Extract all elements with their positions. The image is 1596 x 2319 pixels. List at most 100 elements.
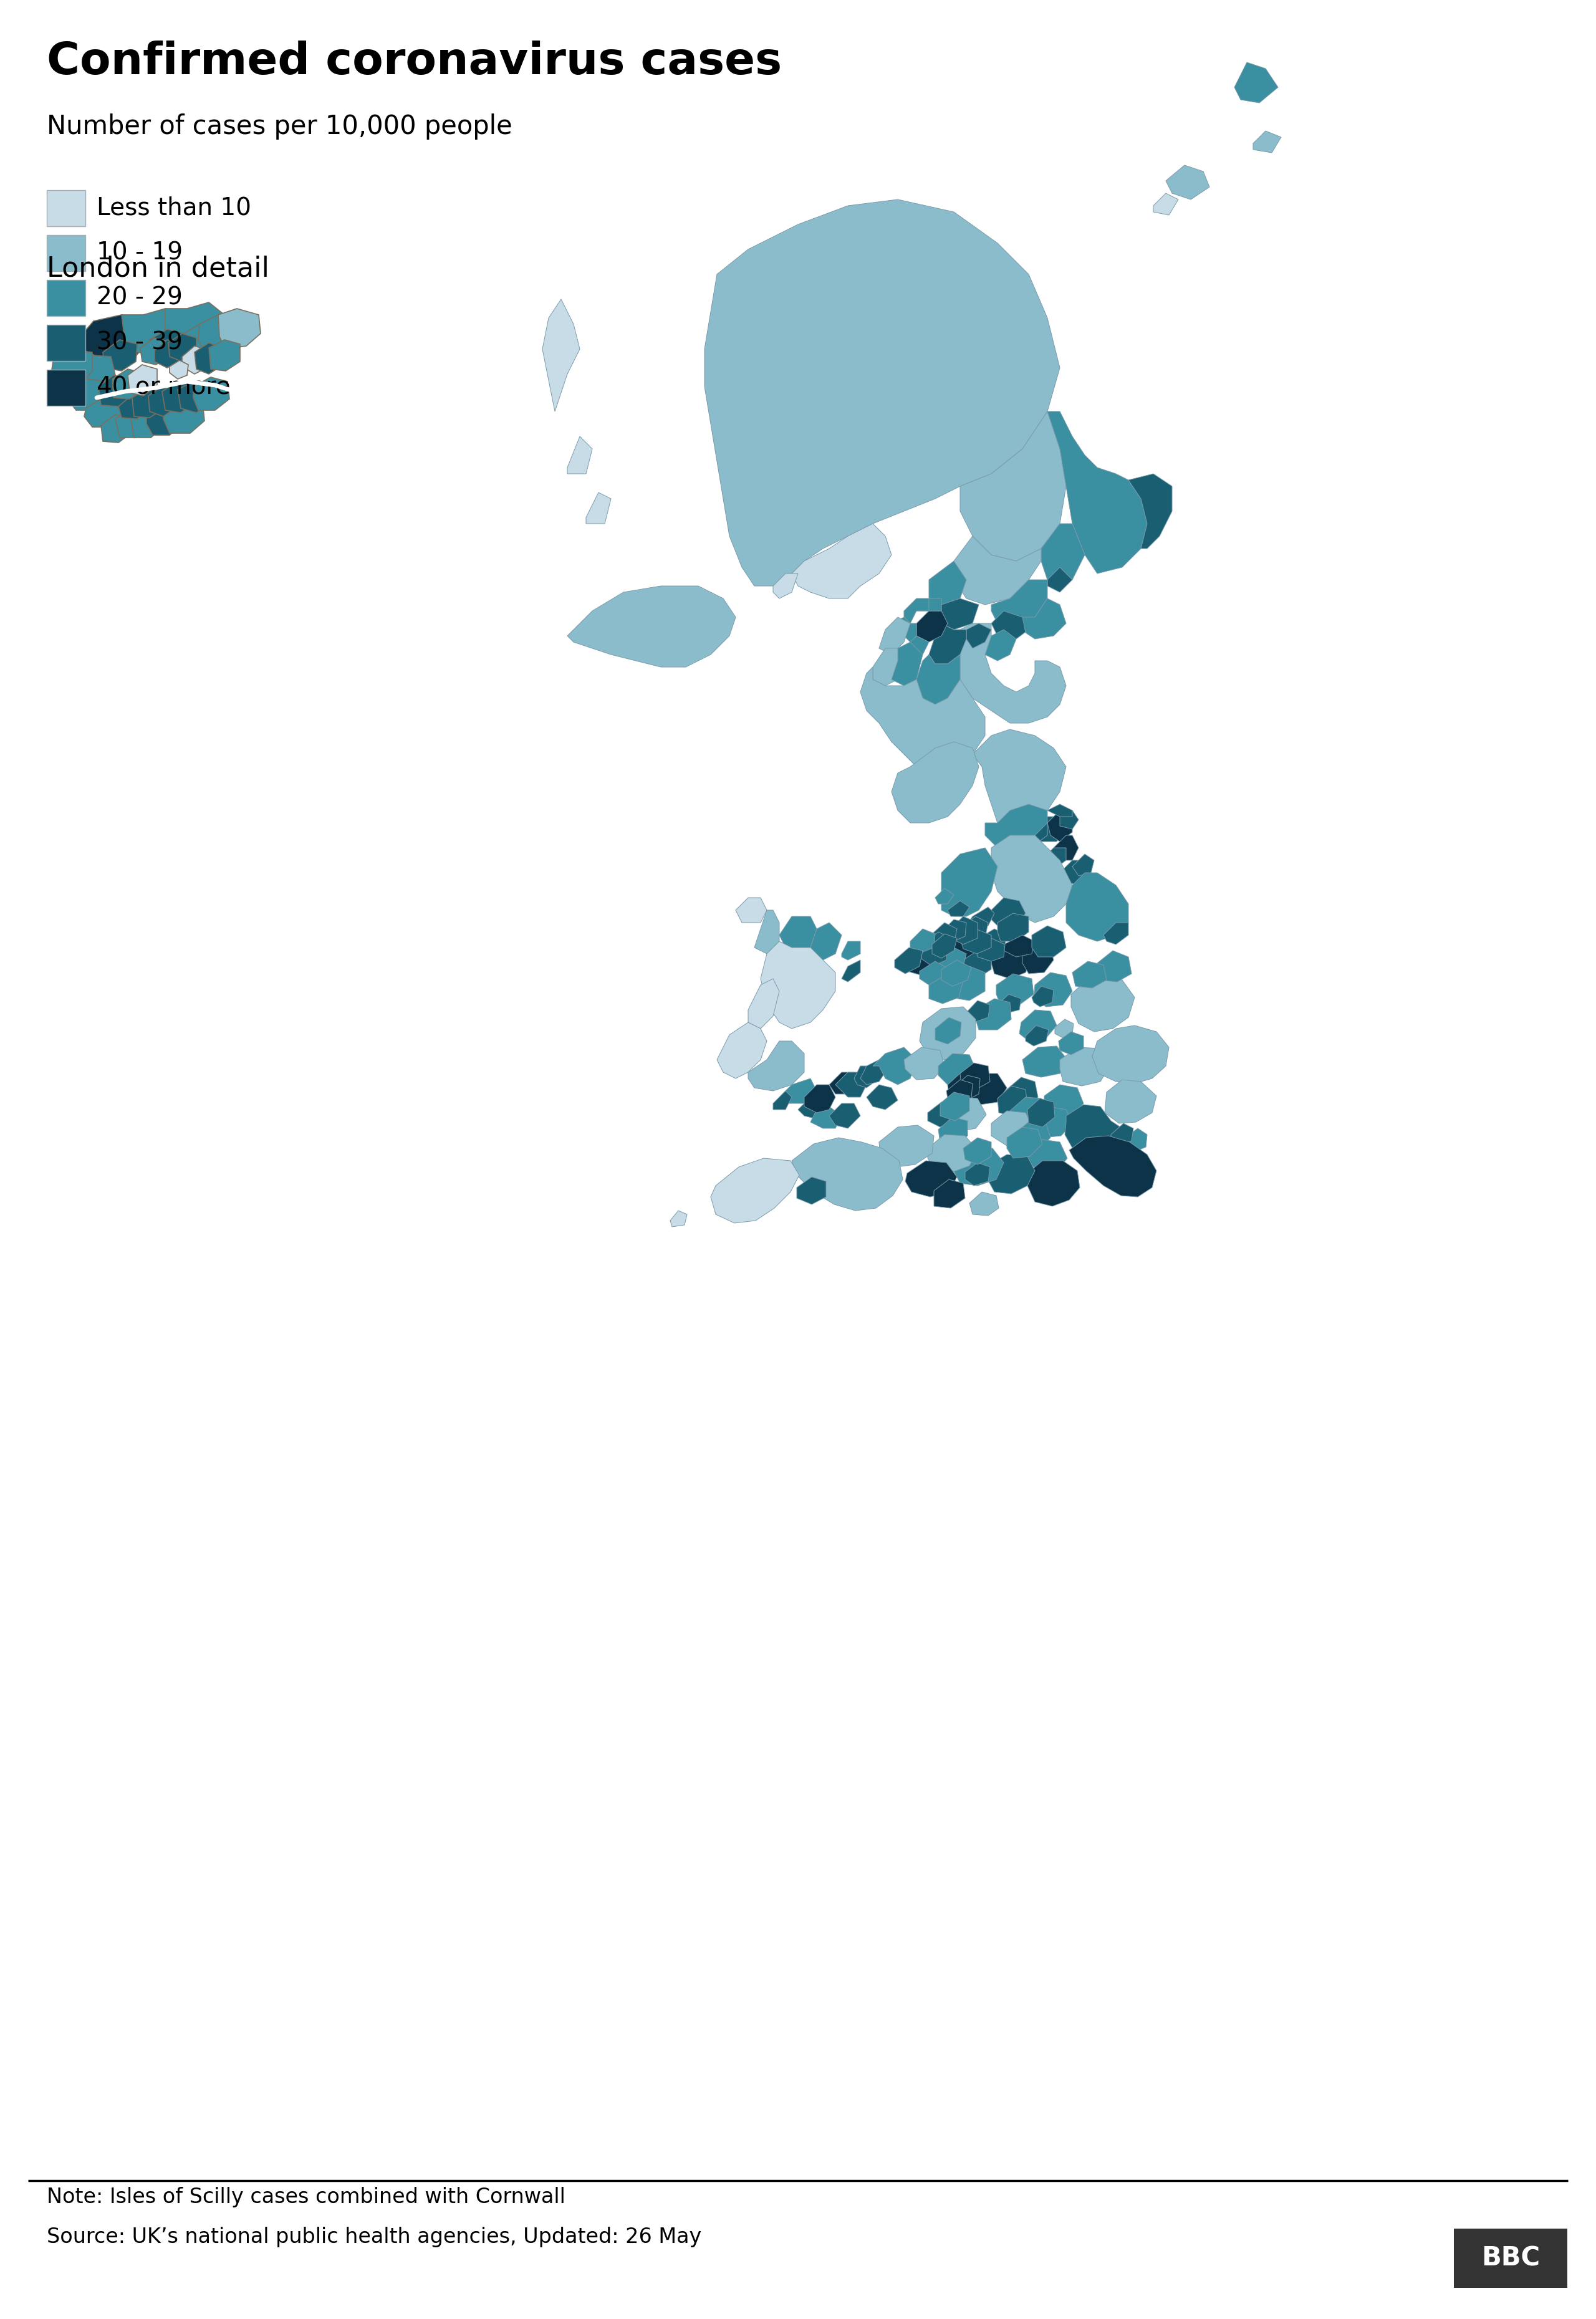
Polygon shape	[1007, 1127, 1042, 1157]
Text: Less than 10: Less than 10	[97, 197, 251, 220]
Polygon shape	[1023, 849, 1047, 870]
Polygon shape	[907, 948, 940, 976]
Polygon shape	[166, 301, 225, 348]
Polygon shape	[811, 1106, 841, 1129]
Polygon shape	[903, 624, 916, 642]
Polygon shape	[978, 930, 1007, 958]
Polygon shape	[929, 974, 964, 1004]
Polygon shape	[841, 960, 860, 981]
Polygon shape	[117, 392, 150, 420]
Text: Note: Isles of Scilly cases combined with Cornwall: Note: Isles of Scilly cases combined wit…	[46, 2187, 565, 2208]
Polygon shape	[1073, 853, 1095, 877]
Polygon shape	[996, 974, 1034, 1004]
Polygon shape	[935, 1018, 961, 1044]
Polygon shape	[1092, 1025, 1168, 1083]
Polygon shape	[921, 942, 948, 967]
Polygon shape	[67, 378, 107, 410]
Polygon shape	[961, 930, 991, 953]
Polygon shape	[991, 580, 1047, 624]
Polygon shape	[1044, 1085, 1084, 1120]
Polygon shape	[998, 1085, 1028, 1115]
Polygon shape	[131, 408, 163, 438]
Polygon shape	[948, 1071, 977, 1099]
Polygon shape	[798, 1097, 830, 1120]
Polygon shape	[951, 916, 977, 944]
Polygon shape	[198, 315, 236, 352]
Polygon shape	[101, 415, 131, 443]
Polygon shape	[929, 923, 958, 948]
Polygon shape	[966, 624, 991, 649]
Polygon shape	[854, 1067, 879, 1088]
Polygon shape	[1041, 524, 1085, 587]
Polygon shape	[916, 610, 948, 642]
Polygon shape	[860, 1060, 886, 1085]
Polygon shape	[749, 1041, 804, 1090]
Polygon shape	[929, 561, 966, 605]
Polygon shape	[916, 598, 942, 610]
Polygon shape	[163, 383, 195, 413]
Polygon shape	[1010, 1097, 1047, 1129]
Polygon shape	[985, 805, 1047, 849]
Polygon shape	[169, 359, 188, 378]
Polygon shape	[1028, 1099, 1055, 1127]
Polygon shape	[148, 385, 177, 417]
FancyBboxPatch shape	[1454, 2229, 1567, 2289]
Polygon shape	[873, 649, 903, 686]
Text: London in detail: London in detail	[46, 255, 270, 283]
Polygon shape	[991, 610, 1029, 640]
Polygon shape	[792, 524, 892, 598]
Polygon shape	[1053, 835, 1079, 860]
Polygon shape	[1034, 1106, 1073, 1139]
Polygon shape	[193, 378, 230, 410]
Polygon shape	[967, 999, 990, 1023]
Polygon shape	[717, 1023, 766, 1078]
Polygon shape	[150, 329, 184, 357]
Polygon shape	[921, 932, 948, 958]
Polygon shape	[892, 642, 922, 686]
Polygon shape	[1015, 1120, 1050, 1153]
Polygon shape	[811, 923, 841, 960]
Polygon shape	[804, 1085, 835, 1113]
Polygon shape	[942, 598, 978, 631]
Polygon shape	[102, 341, 137, 371]
Polygon shape	[1047, 410, 1148, 573]
Polygon shape	[1004, 935, 1034, 958]
Polygon shape	[975, 999, 1012, 1030]
Polygon shape	[1020, 1009, 1057, 1041]
Polygon shape	[147, 401, 182, 436]
Polygon shape	[991, 1111, 1034, 1146]
Polygon shape	[121, 308, 193, 355]
Polygon shape	[940, 1092, 969, 1120]
Polygon shape	[927, 1134, 977, 1171]
Polygon shape	[879, 1125, 934, 1166]
Polygon shape	[910, 635, 929, 654]
Polygon shape	[867, 1085, 897, 1108]
Polygon shape	[85, 399, 121, 427]
Polygon shape	[942, 921, 966, 942]
Polygon shape	[51, 350, 93, 387]
Polygon shape	[985, 631, 1017, 661]
Polygon shape	[75, 315, 147, 362]
Polygon shape	[966, 1162, 990, 1185]
Text: 40 or more: 40 or more	[97, 376, 230, 399]
Polygon shape	[830, 1104, 860, 1129]
Polygon shape	[1028, 1139, 1068, 1173]
Polygon shape	[938, 1053, 975, 1085]
Polygon shape	[772, 573, 798, 598]
Polygon shape	[184, 325, 215, 355]
Polygon shape	[895, 948, 922, 974]
Polygon shape	[835, 1071, 867, 1097]
Polygon shape	[710, 1157, 800, 1222]
Text: Source: UK’s national public health agencies, Updated: 26 May: Source: UK’s national public health agen…	[46, 2226, 702, 2247]
Polygon shape	[1060, 809, 1079, 830]
Polygon shape	[892, 617, 910, 635]
Polygon shape	[942, 849, 998, 916]
Polygon shape	[1047, 805, 1073, 816]
Polygon shape	[905, 1162, 958, 1197]
Polygon shape	[998, 914, 1029, 942]
Polygon shape	[168, 334, 196, 362]
Polygon shape	[935, 888, 954, 904]
Polygon shape	[779, 1078, 817, 1104]
Polygon shape	[966, 907, 994, 932]
Polygon shape	[1023, 1046, 1068, 1078]
